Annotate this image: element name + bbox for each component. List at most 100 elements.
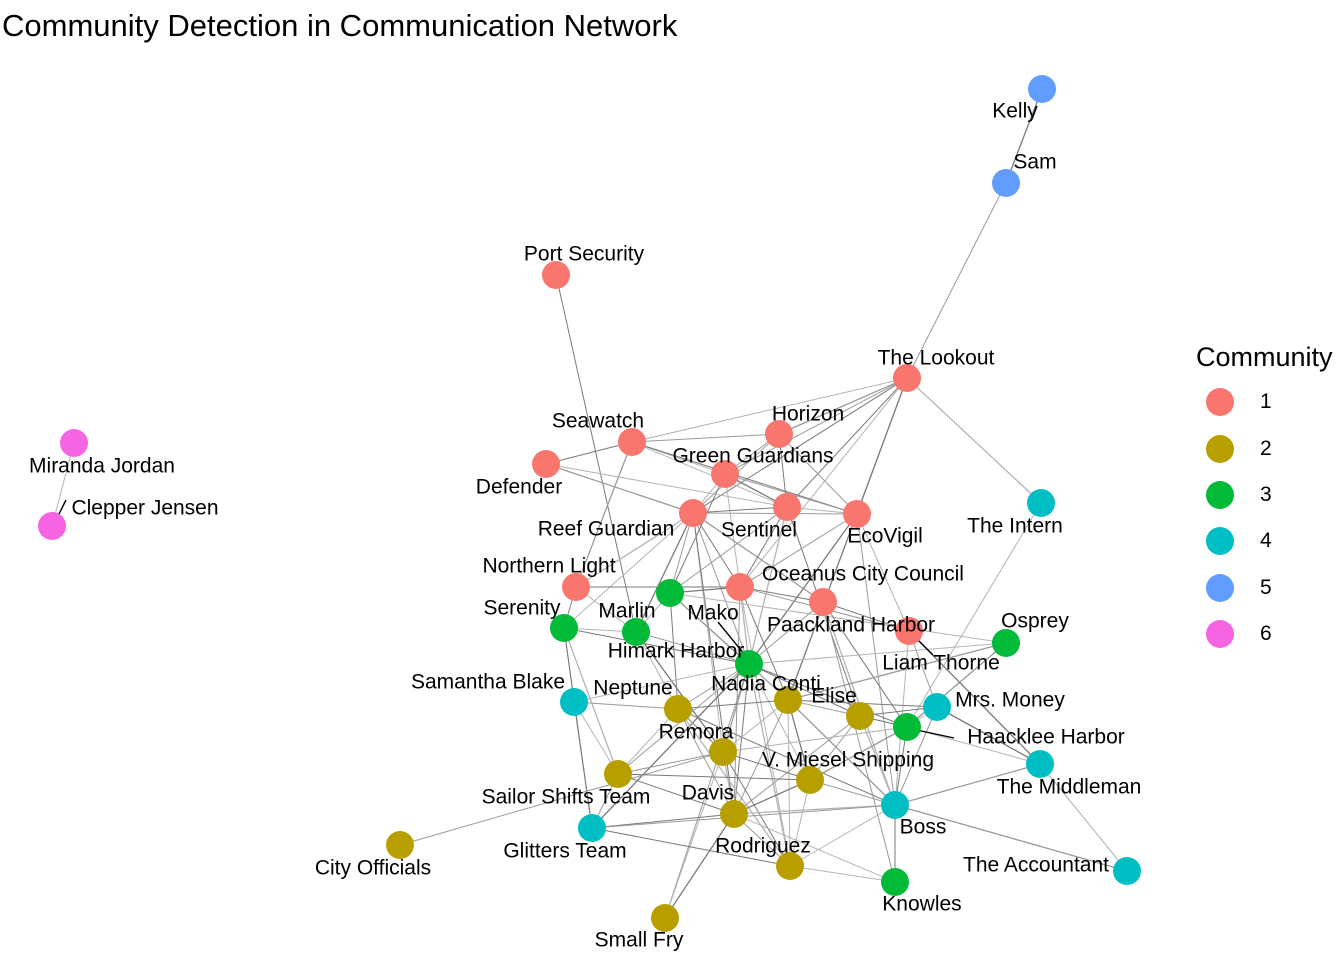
node-ecovigil[interactable] — [843, 500, 871, 528]
edge-sailor-shifts-team-davis — [617, 773, 735, 815]
edge-osprey-nadia-conti — [787, 642, 1007, 701]
edge-the-middleman-boss — [894, 763, 1041, 806]
node-miranda-jordan[interactable] — [60, 429, 88, 457]
edge-marlin-himark-harbor — [635, 631, 750, 665]
node-label-sailor-shifts-team: Sailor Shifts Team — [482, 786, 651, 809]
edge-miranda-jordan-clepper-jensen — [51, 442, 75, 527]
legend-swatch-2 — [1206, 434, 1234, 463]
node-label-knowles: Knowles — [882, 893, 961, 916]
edge-remora-small-fry — [664, 751, 724, 919]
edge-seawatch-defender — [545, 441, 633, 465]
edge-neptune-sailor-shifts-team — [617, 708, 679, 775]
edge-rodriguez-glitters-team — [591, 827, 791, 867]
edge-himark-harbor-samantha-blake — [573, 663, 750, 703]
edge-osprey-himark-harbor — [748, 642, 1007, 665]
node-haacklee-harbor[interactable] — [893, 713, 921, 741]
node-defender[interactable] — [532, 450, 560, 478]
legend-label-1: 1 — [1260, 390, 1272, 414]
node-osprey[interactable] — [992, 629, 1020, 657]
node-label-green-guardians: Green Guardians — [672, 445, 833, 468]
node-nadia-conti[interactable] — [774, 686, 802, 714]
edge-neptune-nadia-conti — [677, 699, 789, 710]
node-paackland-harbor[interactable] — [809, 588, 837, 616]
node-the-lookout[interactable] — [893, 364, 921, 392]
node-label-sam: Sam — [1013, 151, 1056, 174]
node-northern-light[interactable] — [562, 573, 590, 601]
edge-rodriguez-knowles — [789, 865, 896, 883]
edge-boss-the-accountant — [894, 804, 1128, 872]
node-the-intern[interactable] — [1027, 489, 1055, 517]
legend-items: 1 2 3 4 5 6 — [1196, 379, 1333, 657]
node-neptune[interactable] — [664, 695, 692, 723]
node-himark-harbor[interactable] — [735, 650, 763, 678]
node-label-haacklee-harbor: Haacklee Harbor — [967, 726, 1125, 749]
node-serenity[interactable] — [550, 614, 578, 642]
node-horizon[interactable] — [765, 420, 793, 448]
node-mrs-money[interactable] — [923, 693, 951, 721]
node-knowles[interactable] — [881, 868, 909, 896]
edge-the-lookout-oceanus-city-council — [739, 377, 908, 588]
edge-seawatch-sentinel — [631, 441, 788, 508]
node-sailor-shifts-team[interactable] — [604, 760, 632, 788]
edge-oceanus-city-council-paackland-harbor — [739, 586, 824, 603]
edge-reef-guardian-northern-light — [575, 512, 694, 588]
legend-swatch-4 — [1206, 527, 1234, 556]
node-glitters-team[interactable] — [578, 814, 606, 842]
node-v-miesel-shipping[interactable] — [796, 766, 824, 794]
edge-kelly-sam — [1005, 88, 1043, 184]
node-city-officials[interactable] — [386, 831, 414, 859]
legend-swatch-1 — [1206, 388, 1234, 417]
node-rodriguez[interactable] — [776, 852, 804, 880]
node-clepper-jensen[interactable] — [38, 512, 66, 540]
node-the-accountant[interactable] — [1113, 857, 1141, 885]
edge-paackland-harbor-knowles — [822, 601, 896, 883]
node-seawatch[interactable] — [618, 428, 646, 456]
node-the-middleman[interactable] — [1026, 750, 1054, 778]
edge-reef-guardian-davis — [692, 512, 735, 815]
node-mako[interactable] — [656, 579, 684, 607]
edge-davis-glitters-team — [591, 813, 735, 829]
edge-osprey-haacklee-harbor — [906, 642, 1007, 728]
node-port-security[interactable] — [542, 261, 570, 289]
edge-defender-sentinel — [545, 463, 788, 508]
edge-sam-the-lookout — [906, 182, 1007, 379]
edge-nadia-conti-boss — [787, 699, 896, 806]
node-davis[interactable] — [720, 800, 748, 828]
edge-ecovigil-liam-thorne — [856, 513, 910, 632]
edge-himark-harbor-v-miesel-shipping — [748, 663, 811, 781]
edge-remora-city-officials — [399, 751, 724, 846]
edge-himark-harbor-rodriguez — [748, 663, 791, 867]
node-kelly[interactable] — [1028, 75, 1056, 103]
node-oceanus-city-council[interactable] — [726, 573, 754, 601]
node-green-guardians[interactable] — [711, 460, 739, 488]
node-liam-thorne[interactable] — [895, 617, 923, 645]
edge-defender-reef-guardian — [545, 463, 694, 514]
edge-neptune-rodriguez — [677, 708, 791, 867]
edge-davis-small-fry — [664, 813, 735, 919]
node-remora[interactable] — [709, 738, 737, 766]
node-small-fry[interactable] — [651, 904, 679, 932]
chart-title: Community Detection in Communication Net… — [2, 8, 678, 43]
edge-reef-guardian-sentinel — [692, 506, 788, 514]
node-label-glitters-team: Glitters Team — [503, 840, 626, 863]
edge-ecovigil-boss — [856, 513, 896, 806]
node-sam[interactable] — [992, 169, 1020, 197]
node-elise[interactable] — [846, 702, 874, 730]
legend-label-3: 3 — [1260, 482, 1272, 506]
node-samantha-blake[interactable] — [560, 688, 588, 716]
edge-himark-harbor-davis — [733, 663, 750, 815]
node-label-remora: Remora — [659, 721, 734, 744]
node-label-defender: Defender — [476, 476, 562, 499]
node-marlin[interactable] — [622, 618, 650, 646]
node-label-liam-thorne: Liam Thorne — [882, 652, 1000, 675]
node-label-paackland-harbor: Paackland Harbor — [767, 614, 935, 637]
edge-the-lookout-seawatch — [631, 377, 908, 443]
edge-seawatch-northern-light — [575, 441, 633, 588]
legend-item-1: 1 — [1196, 379, 1333, 425]
node-sentinel[interactable] — [773, 493, 801, 521]
edge-paackland-harbor-haacklee-harbor — [822, 601, 908, 728]
node-reef-guardian[interactable] — [679, 499, 707, 527]
node-label-the-middleman: The Middleman — [997, 776, 1142, 799]
edge-oceanus-city-council-rodriguez — [739, 586, 791, 867]
node-boss[interactable] — [881, 791, 909, 819]
